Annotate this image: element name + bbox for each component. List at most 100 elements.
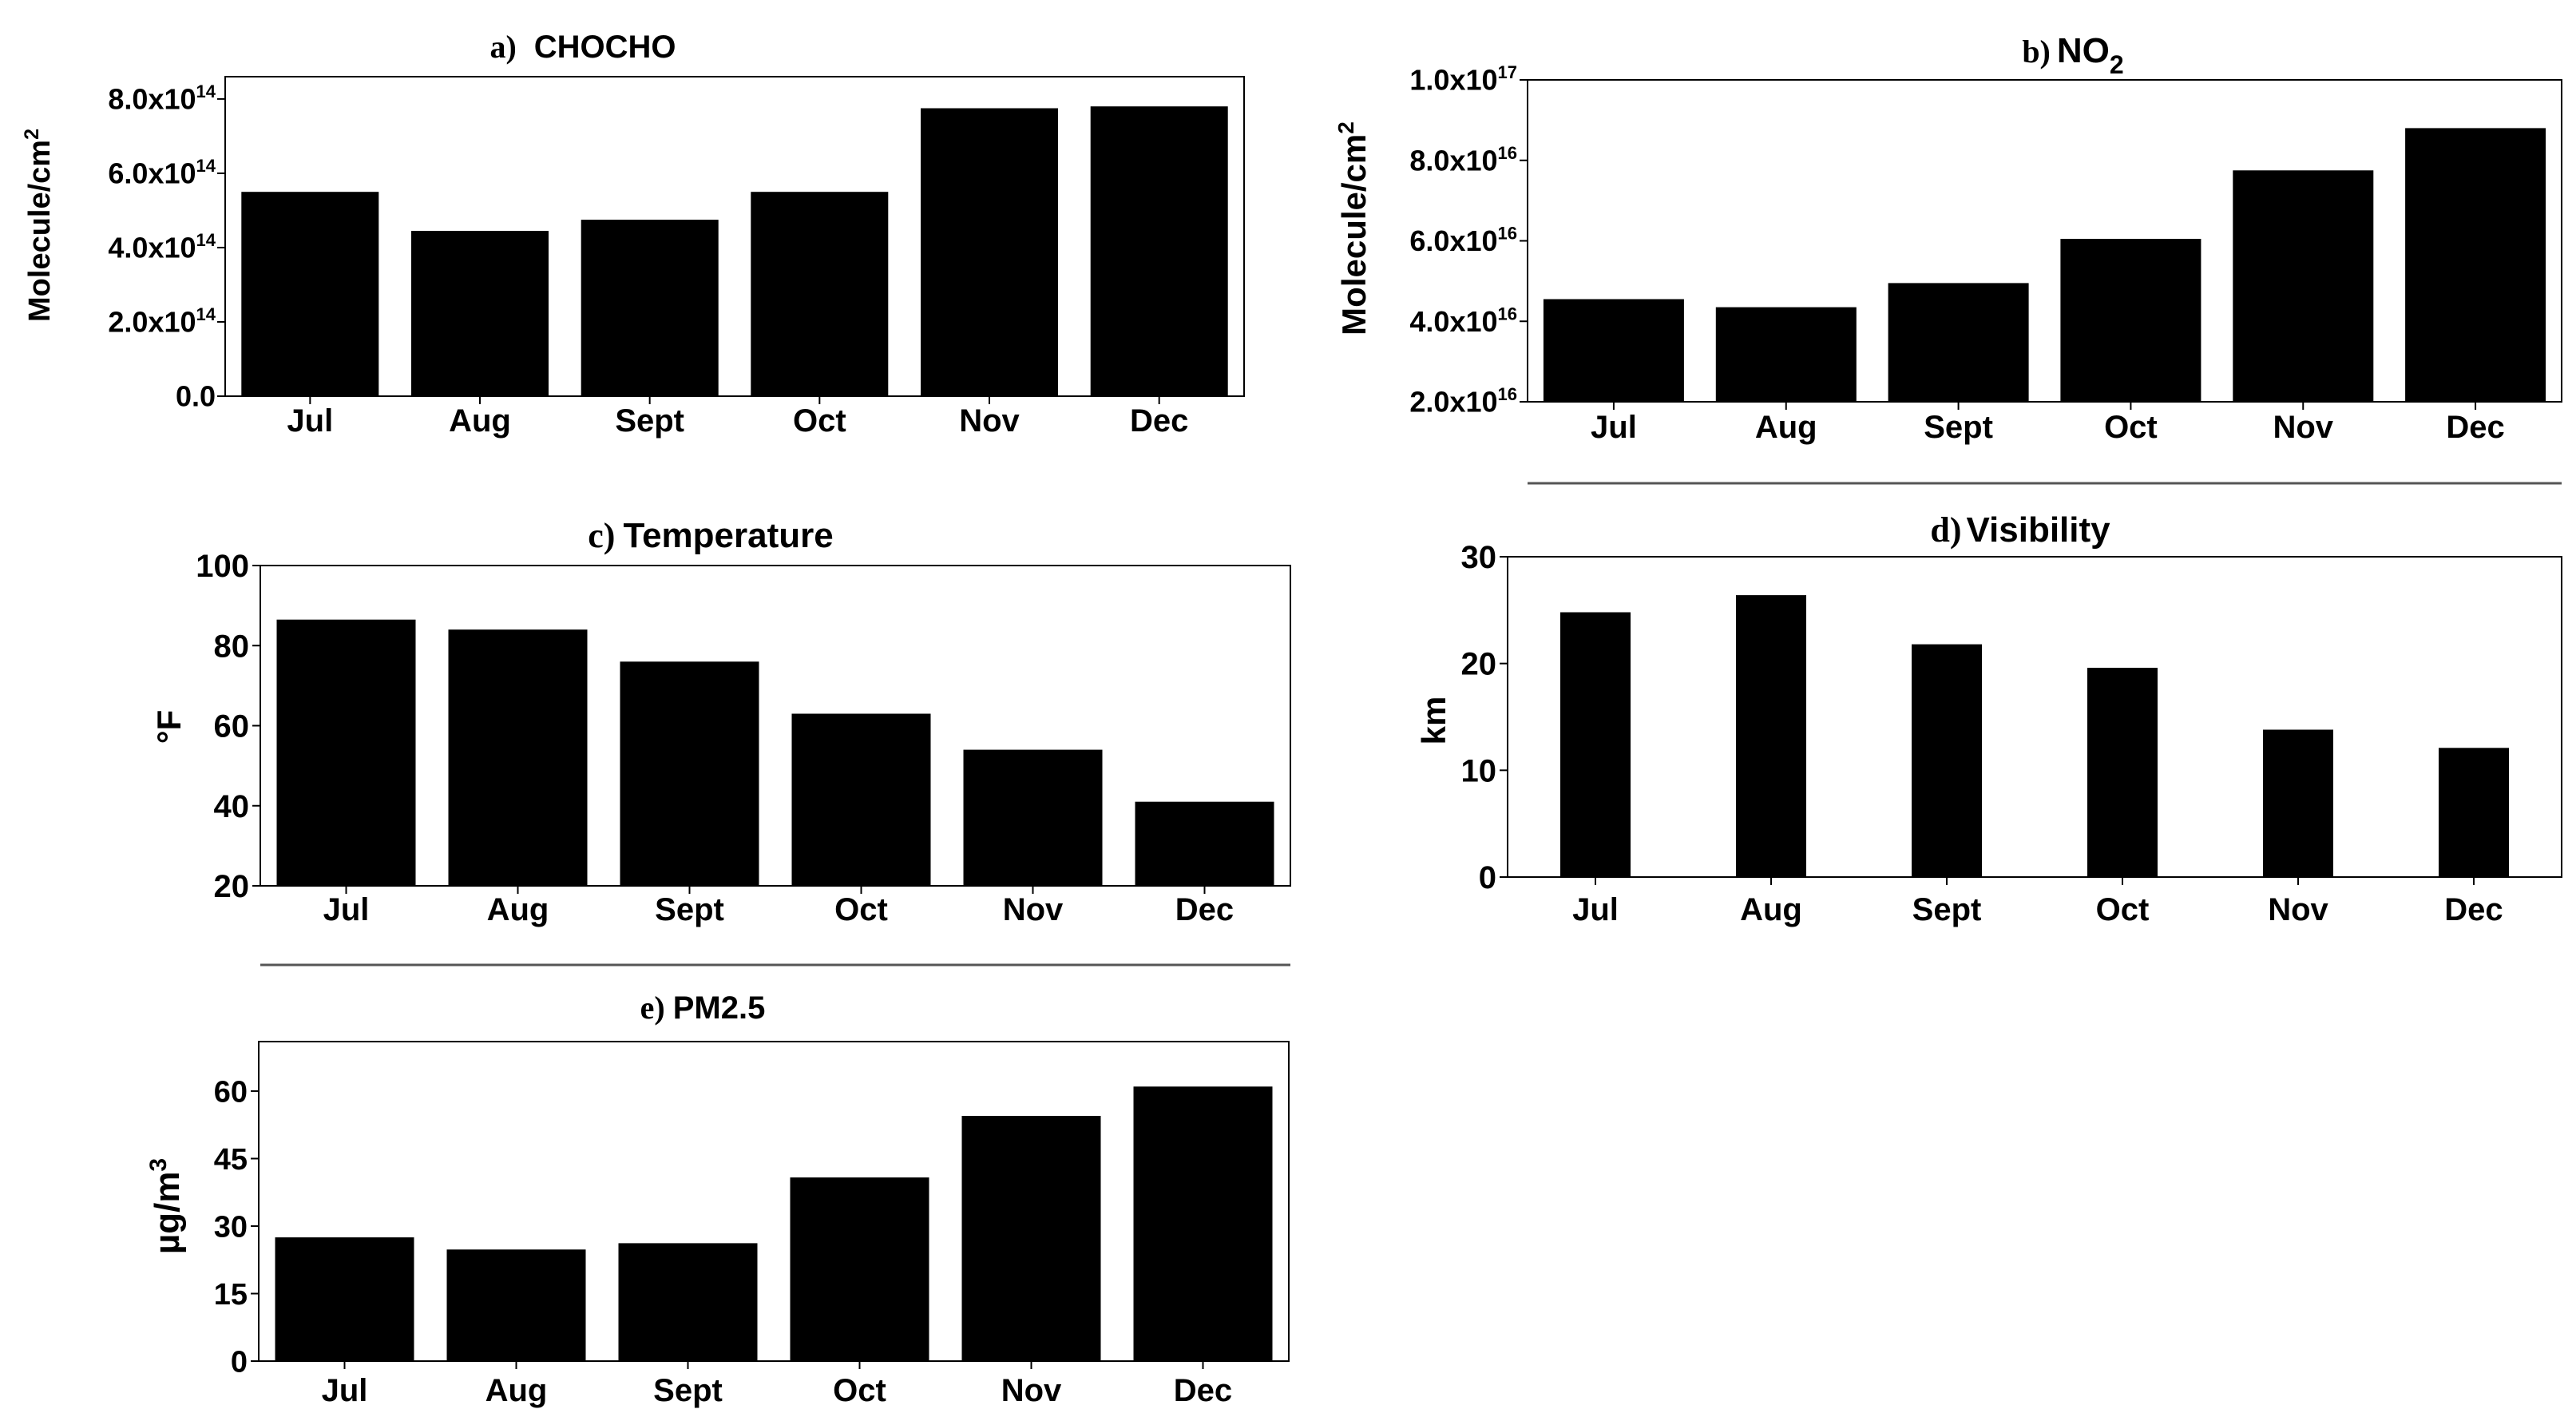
- panel-b-bars: [1543, 128, 2546, 403]
- panel-c-title-name: Temperature: [623, 516, 833, 555]
- panel-b-ylabel-text: Molecule/cm: [1335, 134, 1373, 335]
- panel-a-xtick-label: Dec: [1130, 403, 1188, 439]
- panel-d-xtick-label: Oct: [2096, 892, 2150, 927]
- panel-b-xtick-label: Sept: [1924, 410, 1993, 445]
- panel-e-bar-aug: [446, 1249, 586, 1361]
- panel-d-bar-aug: [1736, 595, 1806, 877]
- panel-c-ytick-label: 40: [214, 789, 250, 824]
- panel-c-xtick-label: Aug: [487, 892, 549, 927]
- panel-a-ytick-label: 2.0x1014: [108, 304, 216, 338]
- panel-d-yticks: 0 10 20 30: [1461, 540, 1508, 895]
- panel-a-ylabel-text: Molecule/cm: [23, 140, 57, 322]
- panel-d-bar-oct: [2087, 668, 2158, 877]
- panel-b-title: b) NO2: [2022, 31, 2123, 79]
- panel-c-ytick-label: 100: [196, 549, 249, 584]
- panel-e-title-letter: e): [640, 990, 665, 1026]
- panel-b-ytick-label: 6.0x1016: [1409, 224, 1517, 257]
- panel-b-xtick-label: Nov: [2273, 410, 2333, 445]
- panel-d-title: d) Visibility: [1930, 510, 2110, 550]
- panel-e-bar-jul: [275, 1237, 414, 1361]
- panel-a-ytick-label: 8.0x1014: [108, 81, 216, 115]
- panel-e-xtick-label: Oct: [833, 1373, 886, 1408]
- panel-a-xtick-label: Oct: [793, 403, 846, 439]
- panel-c: c) Temperature °F 20 40 60 80 100 Jul Aug Sept O…: [150, 516, 1291, 967]
- panel-c-xticks: Jul Aug Sept Oct Nov Dec: [323, 886, 1234, 927]
- panel-a-bar-jul: [241, 192, 379, 396]
- panel-b-ytick-label: 1.0x1017: [1409, 62, 1517, 96]
- panel-d-plot-frame: [1507, 556, 2562, 878]
- panel-c-bar-dec: [1135, 801, 1274, 886]
- panel-a-xtick-label: Nov: [959, 403, 1020, 439]
- panel-c-bars: [276, 619, 1274, 886]
- panel-c-bar-nov: [963, 749, 1103, 886]
- panel-d: d) Visibility km 0 10 20 30 Jul Aug Sept Oct Nov…: [1415, 510, 2562, 927]
- panel-e-ytick-label: 60: [214, 1075, 248, 1109]
- panel-a-xtick-label: Aug: [449, 403, 511, 439]
- panel-b-bar-sept: [1888, 283, 2029, 402]
- panel-a-title: a) CHOCHO: [489, 29, 676, 65]
- panel-b-yticks: 2.0x1016 4.0x1016 6.0x1016 8.0x1016 1.0x1017: [1409, 62, 1528, 419]
- panel-e-title-name: PM2.5: [673, 990, 766, 1026]
- panel-b-title-name: NO: [2057, 31, 2110, 70]
- panel-b-title-letter: b): [2022, 34, 2051, 69]
- panel-e-ytick-label: 30: [214, 1210, 248, 1244]
- panel-c-title: c) Temperature: [588, 516, 833, 555]
- panel-e-bar-oct: [790, 1177, 929, 1361]
- panel-c-xtick-label: Nov: [1003, 892, 1064, 927]
- panel-d-bar-nov: [2263, 729, 2333, 877]
- panel-b-xtick-label: Jul: [1591, 410, 1637, 445]
- panel-e-ylabel: µg/m3: [145, 1158, 187, 1254]
- panel-d-ytick-label: 30: [1461, 540, 1497, 575]
- panel-a-bar-aug: [411, 231, 549, 396]
- panel-b-ylabel-sup: 2: [1334, 121, 1358, 134]
- panel-e-yticks: 0 15 30 45 60: [214, 1075, 259, 1379]
- panel-b-ylabel: Molecule/cm2: [1334, 121, 1373, 335]
- panel-d-ytick-label: 0: [1479, 860, 1496, 895]
- panel-c-yticks: 20 40 60 80 100: [196, 549, 260, 904]
- panel-a-bar-oct: [751, 192, 889, 396]
- panel-d-xtick-label: Sept: [1912, 892, 1982, 927]
- panel-d-xtick-label: Jul: [1572, 892, 1619, 927]
- panel-d-title-letter: d): [1930, 510, 1961, 550]
- panel-a-bar-dec: [1090, 106, 1228, 396]
- panel-a-xticks: Jul Aug Sept Oct Nov Dec: [287, 396, 1188, 439]
- panel-a-title-letter: a): [489, 29, 516, 65]
- panel-c-ylabel: °F: [150, 710, 188, 744]
- panel-e-xtick-label: Aug: [485, 1373, 548, 1408]
- panel-a-ytick-label: 4.0x1014: [108, 230, 216, 264]
- panel-a-bar-nov: [921, 108, 1058, 396]
- panel-a-yticks: 0.0 2.0x1014 4.0x1014 6.0x1014 8.0x1014: [108, 81, 225, 413]
- panel-d-ylabel: km: [1415, 697, 1452, 745]
- panel-a-xtick-label: Sept: [615, 403, 684, 439]
- panel-d-xtick-label: Aug: [1740, 892, 1802, 927]
- panel-d-bar-sept: [1912, 644, 1982, 877]
- panel-c-ytick-label: 60: [214, 709, 250, 744]
- panel-e-xtick-label: Nov: [1001, 1373, 1062, 1408]
- panel-e-ytick-label: 15: [214, 1278, 248, 1312]
- panel-e-bars: [275, 1086, 1273, 1361]
- panel-c-title-letter: c): [588, 516, 615, 555]
- panel-b-xtick-label: Aug: [1755, 410, 1817, 445]
- panel-e: e) PM2.5 µg/m3 0 15 30 45 60 Jul Aug Sept Oct Nov…: [145, 990, 1290, 1408]
- panel-b-bar-aug: [1715, 307, 1857, 402]
- panel-b-bar-jul: [1543, 299, 1684, 402]
- panel-e-ylabel-sup: 3: [145, 1158, 172, 1172]
- panel-a-ylabel-sup: 2: [21, 129, 43, 140]
- panel-d-ytick-label: 20: [1461, 647, 1497, 682]
- panel-e-xticks: Jul Aug Sept Oct Nov Dec: [322, 1361, 1232, 1408]
- panel-b-bar-dec: [2405, 128, 2546, 402]
- panel-b-ytick-label: 4.0x1016: [1409, 304, 1517, 337]
- panel-e-ytick-label: 0: [231, 1345, 248, 1379]
- panel-d-xtick-label: Dec: [2444, 892, 2503, 927]
- panel-c-xtick-label: Dec: [1175, 892, 1234, 927]
- panel-c-bar-aug: [448, 629, 588, 886]
- panel-a-ytick-label: 6.0x1014: [108, 156, 216, 189]
- panel-e-xtick-label: Dec: [1174, 1373, 1232, 1408]
- panel-b-xtick-label: Dec: [2446, 410, 2504, 445]
- panel-c-xtick-label: Oct: [834, 892, 888, 927]
- panel-b-bar-oct: [2060, 239, 2201, 402]
- panel-b-title-sub: 2: [2110, 50, 2124, 79]
- panel-c-xtick-label: Jul: [323, 892, 370, 927]
- panel-a-plot-frame: [224, 76, 1245, 397]
